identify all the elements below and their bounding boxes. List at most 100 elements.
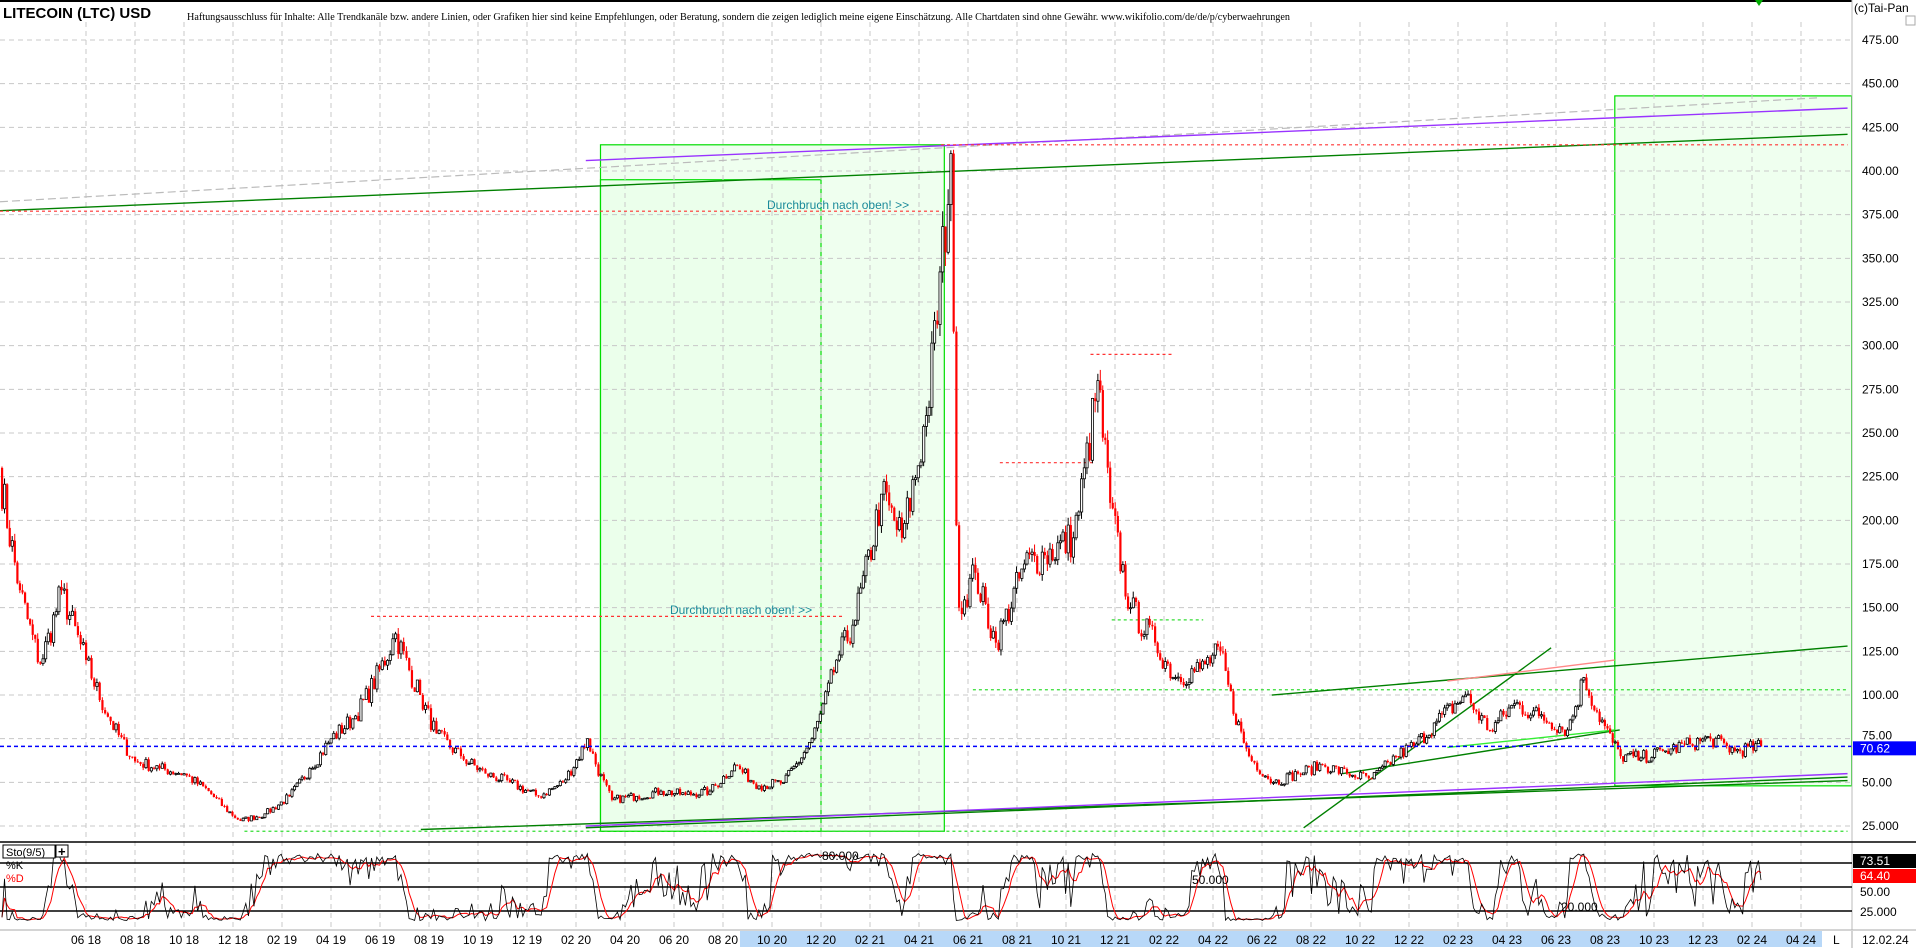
candle-body bbox=[692, 793, 696, 796]
candle-body bbox=[3, 483, 7, 510]
mode-indicator[interactable]: L bbox=[1833, 933, 1840, 947]
candle-body bbox=[1258, 770, 1262, 774]
candle-body bbox=[1524, 714, 1527, 716]
candle-body bbox=[1043, 552, 1046, 556]
candle-body bbox=[1359, 771, 1363, 780]
candle-body bbox=[621, 795, 625, 804]
candle-body bbox=[163, 763, 167, 770]
candle-body bbox=[357, 715, 360, 721]
visible-range-highlight[interactable] bbox=[740, 931, 1822, 947]
price-tick-label: 150.00 bbox=[1862, 601, 1899, 615]
candle-body bbox=[125, 739, 129, 756]
candle-body bbox=[18, 583, 22, 591]
candle-body bbox=[1145, 618, 1149, 636]
candle-body bbox=[1151, 624, 1154, 627]
candle-body bbox=[142, 763, 145, 768]
candle-body bbox=[805, 747, 809, 753]
candle-body bbox=[1402, 748, 1405, 757]
add-indicator-button[interactable] bbox=[55, 844, 69, 858]
candle-body bbox=[971, 564, 975, 579]
candle-body bbox=[1534, 707, 1538, 712]
candle-body bbox=[1069, 525, 1072, 558]
candle-body bbox=[1746, 743, 1750, 747]
candle-body bbox=[1491, 729, 1494, 732]
candle-body bbox=[1458, 702, 1462, 704]
time-tick-label: 04 19 bbox=[316, 933, 346, 947]
candle-body bbox=[1234, 713, 1238, 725]
candle-body bbox=[511, 779, 515, 783]
candle-body bbox=[675, 788, 679, 794]
candle-body bbox=[492, 773, 495, 778]
candle-body bbox=[974, 564, 977, 573]
candle-body bbox=[212, 793, 216, 798]
candle-body bbox=[795, 763, 799, 767]
candle-body bbox=[938, 271, 942, 325]
candle-body bbox=[738, 765, 742, 770]
candle-body bbox=[1282, 783, 1286, 786]
candle-body bbox=[1193, 668, 1196, 672]
collapse-button[interactable] bbox=[1905, 15, 1916, 26]
candle-body bbox=[711, 783, 715, 792]
candle-body bbox=[766, 785, 769, 789]
candle-body bbox=[285, 794, 289, 805]
candle-body bbox=[1261, 773, 1264, 777]
candle-body bbox=[664, 794, 668, 797]
candle-body bbox=[1340, 767, 1344, 775]
candle-body bbox=[580, 746, 584, 760]
candle-body bbox=[610, 791, 614, 800]
candle-body bbox=[670, 790, 674, 796]
price-tick-label: 50.00 bbox=[1862, 775, 1892, 789]
candle-body bbox=[1285, 773, 1289, 785]
candle-body bbox=[93, 678, 96, 687]
candle-body bbox=[1574, 706, 1578, 717]
candle-body bbox=[308, 767, 312, 779]
candle-body bbox=[946, 204, 950, 253]
candle-body bbox=[95, 682, 99, 687]
candle-body bbox=[597, 764, 600, 776]
candle-body bbox=[1585, 677, 1588, 690]
price-tick-label: 400.00 bbox=[1862, 164, 1899, 178]
candle-body bbox=[1318, 763, 1322, 771]
candle-body bbox=[1624, 754, 1628, 762]
candle-body bbox=[1056, 542, 1060, 561]
candle-body bbox=[1312, 761, 1316, 776]
candle-body bbox=[545, 793, 548, 796]
candle-body bbox=[497, 780, 501, 783]
candle-body bbox=[760, 785, 763, 791]
candle-body bbox=[46, 632, 50, 643]
candle-body bbox=[220, 799, 223, 806]
candle-body bbox=[85, 642, 88, 661]
candle-body bbox=[1645, 750, 1648, 763]
candle-body bbox=[329, 738, 333, 744]
candle-body bbox=[446, 734, 449, 741]
candle-body bbox=[351, 718, 355, 729]
candle-body bbox=[1119, 532, 1122, 572]
candle-body bbox=[155, 765, 159, 770]
trendline bbox=[0, 97, 1821, 203]
candle-body bbox=[62, 588, 66, 591]
candle-body bbox=[1404, 744, 1408, 757]
candle-body bbox=[1529, 714, 1533, 719]
indicator-name-box[interactable] bbox=[2, 844, 56, 859]
candle-body bbox=[300, 776, 304, 780]
candle-body bbox=[1399, 747, 1403, 758]
candle-body bbox=[500, 773, 504, 782]
candle-body bbox=[1324, 764, 1327, 767]
candle-body bbox=[362, 698, 365, 700]
candle-body bbox=[473, 759, 476, 766]
candle-body bbox=[31, 624, 34, 635]
candle-body bbox=[591, 751, 595, 754]
trendline bbox=[585, 772, 1848, 827]
candle-body bbox=[747, 769, 750, 782]
candle-body bbox=[204, 786, 207, 789]
candle-body bbox=[1269, 778, 1272, 783]
candle-body bbox=[228, 811, 232, 814]
time-tick-label: 12 19 bbox=[512, 933, 542, 947]
plus-icon: + bbox=[58, 844, 66, 859]
candle-body bbox=[1375, 770, 1379, 773]
candle-body bbox=[1250, 756, 1253, 761]
candle-body bbox=[79, 635, 82, 645]
candle-body bbox=[457, 748, 460, 750]
candle-body bbox=[1733, 747, 1737, 751]
candle-body bbox=[632, 793, 635, 801]
